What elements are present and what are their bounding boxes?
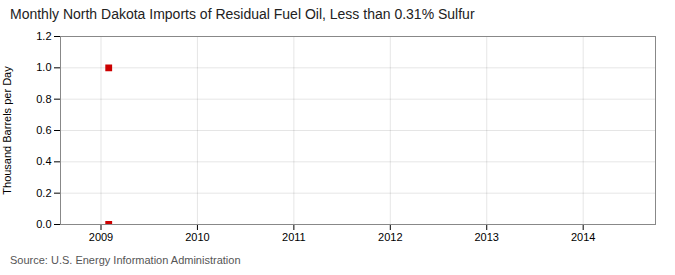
svg-text:2010: 2010 [185,231,209,243]
svg-text:1.2: 1.2 [36,30,51,42]
svg-text:2009: 2009 [89,231,113,243]
svg-text:0.2: 0.2 [36,187,51,199]
svg-text:0.8: 0.8 [36,93,51,105]
svg-text:2013: 2013 [474,231,498,243]
svg-text:2011: 2011 [282,231,306,243]
html-text:Source: U.S. Energy Informatio: Source: U.S. Energy Information Administ… [10,254,241,266]
svg-text:0.0: 0.0 [36,218,51,230]
svg-text:2012: 2012 [378,231,402,243]
svg-text:Thousand Barrels per Day: Thousand Barrels per Day [1,66,13,195]
svg-text:1.0: 1.0 [36,61,51,73]
svg-text:2014: 2014 [571,231,595,243]
svg-text:0.4: 0.4 [36,155,51,167]
html-text:Monthly North Dakota Imports o: Monthly North Dakota Imports of Residual… [10,6,475,22]
svg-text:0.6: 0.6 [36,124,51,136]
